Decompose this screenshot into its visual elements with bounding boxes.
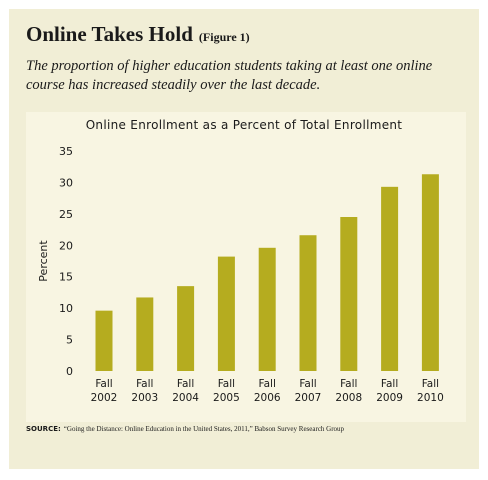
- x-tick-label: Fall 2010: [417, 378, 444, 404]
- y-tick-label: 35: [59, 145, 73, 158]
- bar: [136, 297, 154, 371]
- bar: [340, 217, 358, 371]
- y-tick-label: 20: [59, 239, 73, 252]
- y-tick-label: 30: [59, 176, 73, 189]
- bar: [95, 310, 113, 371]
- source-label: SOURCE:: [26, 425, 61, 433]
- x-tick-label: Fall 2005: [213, 378, 240, 404]
- x-tick-label: Fall 2004: [172, 378, 199, 404]
- y-tick-label: 25: [59, 208, 73, 221]
- bar: [299, 235, 317, 371]
- x-tick-label: Fall 2006: [254, 378, 281, 404]
- bar: [217, 256, 235, 371]
- bar: [177, 286, 195, 371]
- y-tick-label: 15: [59, 271, 73, 284]
- y-axis-title: Percent: [37, 240, 50, 282]
- chart-title: Online Enrollment as a Percent of Total …: [85, 118, 403, 132]
- x-tick-label: Fall 2008: [335, 378, 362, 404]
- x-tick-label: Fall 2002: [91, 378, 118, 404]
- y-tick-label: 0: [66, 365, 73, 378]
- figure-heading: Online Takes Hold (Figure 1): [26, 22, 250, 47]
- x-tick-label: Fall 2009: [376, 378, 403, 404]
- bar: [421, 174, 439, 371]
- figure-number: (Figure 1): [198, 30, 250, 44]
- source-text: “Going the Distance: Online Education in…: [63, 425, 345, 433]
- x-tick-label: Fall 2003: [131, 378, 158, 404]
- figure-title: Online Takes Hold: [26, 22, 193, 46]
- y-tick-label: 5: [66, 334, 73, 347]
- y-tick-label: 10: [59, 302, 73, 315]
- x-tick-label: Fall 2007: [295, 378, 322, 404]
- source-note: SOURCE: “Going the Distance: Online Educa…: [26, 425, 344, 433]
- bar: [258, 247, 276, 371]
- bar: [381, 186, 399, 371]
- figure-subtitle: The proportion of higher education stude…: [26, 58, 433, 93]
